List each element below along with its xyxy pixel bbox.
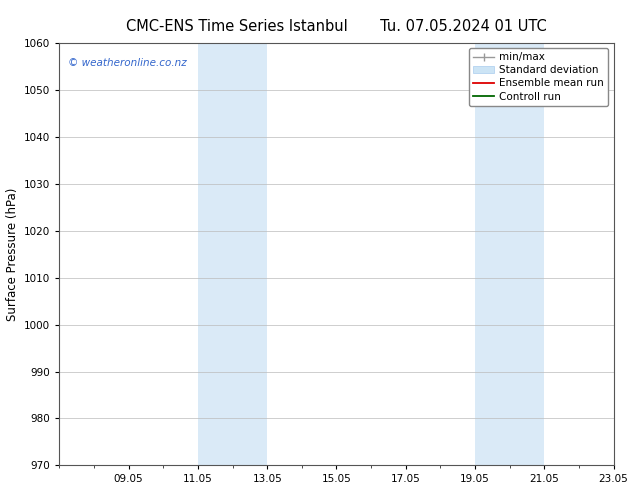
Bar [475,43,545,466]
Text: CMC-ENS Time Series Istanbul       Tu. 07.05.2024 01 UTC: CMC-ENS Time Series Istanbul Tu. 07.05.2… [126,19,547,34]
Bar [198,43,267,466]
Legend: min/max, Standard deviation, Ensemble mean run, Controll run: min/max, Standard deviation, Ensemble me… [469,48,609,106]
Y-axis label: Surface Pressure (hPa): Surface Pressure (hPa) [6,187,18,321]
Text: © weatheronline.co.nz: © weatheronline.co.nz [68,58,186,68]
